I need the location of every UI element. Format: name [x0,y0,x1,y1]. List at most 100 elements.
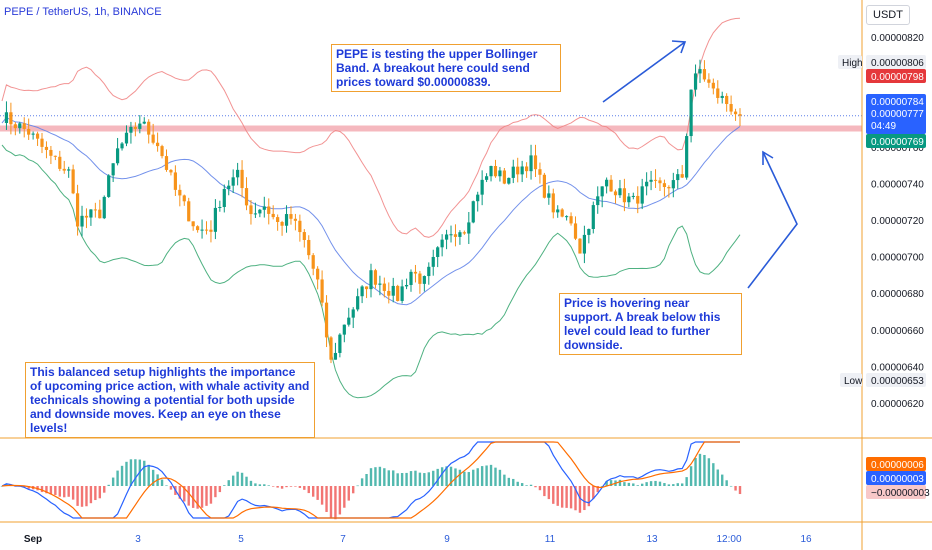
candle [489,165,493,182]
candle [471,200,475,224]
macd-histogram-bar [480,466,484,486]
macd-histogram-bar [392,470,395,486]
candle [591,201,595,234]
x-tick-label: 13 [646,534,658,545]
svg-text:0.00000769: 0.00000769 [871,137,924,148]
candle [484,173,489,183]
candle [89,209,93,226]
candle [551,188,555,219]
candle [13,122,17,136]
candle [218,200,222,212]
candle [444,229,449,250]
candle [62,160,66,174]
macd-histogram-bar [98,486,102,499]
candle [160,144,164,159]
candle [58,150,62,172]
macd-histogram-bar [476,468,479,486]
candle [338,333,342,358]
annotation-top[interactable]: PEPE is testing the upper Bollinger Band… [331,44,561,92]
macd-histogram-bar [547,486,551,500]
undefined [602,40,687,103]
x-tick-label: 11 [545,534,556,545]
candle [356,288,360,312]
macd-histogram-bar [360,478,364,486]
macd-histogram-bar [507,477,511,486]
candle [267,198,271,225]
macd-histogram-bar [116,470,119,486]
candle [231,169,235,193]
macd-histogram-bar [534,486,537,488]
macd-histogram-bar [552,486,555,504]
macd-histogram-bar [94,486,97,501]
macd-histogram-bar [320,486,324,505]
candle [631,192,635,200]
symbol-title[interactable]: PEPE / TetherUS, 1h, BINANCE [4,6,162,18]
candle [685,133,689,180]
candle [525,162,529,178]
macd-histogram-bar [445,466,448,486]
y-tick-label: 0.00000680 [871,289,924,300]
candle [93,202,97,218]
candle [369,263,373,298]
candle [120,142,124,151]
macd-histogram-bar [538,486,542,491]
annotation-support[interactable]: Price is hovering near support. A break … [559,293,742,355]
candle [342,324,346,343]
candle [151,123,155,145]
candle [222,184,226,213]
candle [80,205,84,237]
bb-lower-line [1,144,741,399]
candle [329,336,333,364]
annotation-summary[interactable]: This balanced setup highlights the impor… [25,362,315,438]
macd-histogram-bar [632,483,635,486]
macd-histogram-bar [111,477,115,486]
candle [27,118,31,140]
candle [565,215,569,221]
candle [480,170,484,206]
macd-histogram-bar [738,486,742,495]
candle [600,186,604,208]
candle [711,78,715,95]
candle [649,170,653,191]
macd-histogram-bar [58,486,61,497]
candle [720,91,724,104]
macd-histogram-bar [369,468,373,486]
candlesticks [4,59,742,364]
candle [258,208,262,218]
candle [467,212,471,245]
macd-histogram-bar [258,484,262,486]
candle [582,225,586,264]
x-tick-label: 12:00 [716,534,741,545]
candle [413,264,418,283]
macd-histogram-bar [298,486,302,488]
macd-histogram-bar [107,484,110,486]
quote-currency-button[interactable]: USDT [866,5,910,25]
macd-histogram-bar [578,486,582,513]
macd-histogram-bar [240,472,244,486]
undefined [747,150,798,289]
candle [422,275,426,292]
macd-histogram-bar [703,454,706,486]
candle [249,200,253,225]
y-tick-label: 0.00000820 [871,33,924,44]
x-tick-label: 3 [135,534,141,545]
macd-histogram-bar [254,483,257,486]
macd-histogram-bar [400,473,404,486]
candle [236,162,240,186]
candle [244,177,249,211]
macd-histogram-bar [303,486,306,490]
candle [596,186,600,214]
macd-histogram-bar [120,465,124,486]
candle [733,108,738,121]
candle [75,184,80,236]
macd-histogram-bar [454,468,457,486]
bb-upper-price-label: 0.00000798 [866,69,926,83]
candle [107,174,111,198]
macd-histogram-bar [414,470,417,486]
macd-histogram-bar [196,486,199,509]
candle [391,277,395,303]
macd-histogram-bar [125,461,128,486]
candle [173,165,177,196]
macd-histogram-bar [383,468,386,486]
candle [573,216,578,241]
